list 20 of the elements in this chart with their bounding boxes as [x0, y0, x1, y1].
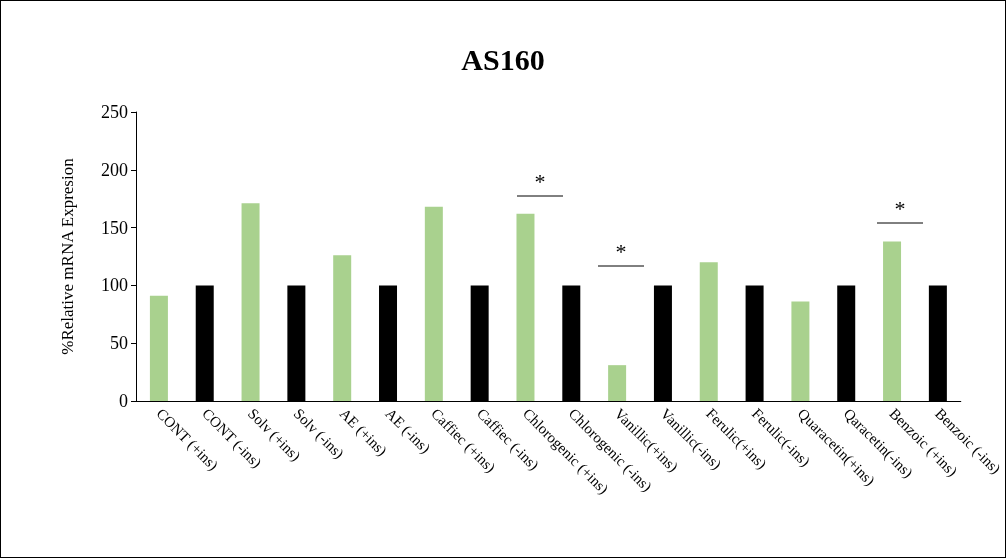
y-tick-label: 150: [101, 217, 128, 238]
annotation: *: [615, 238, 627, 264]
y-tick-label: 50: [110, 333, 128, 354]
chart-title: AS160: [461, 42, 545, 76]
y-axis-title: %Relative mRNA Expresion: [58, 157, 77, 355]
bar: [424, 206, 443, 401]
y-tick-label: 0: [119, 391, 128, 411]
bar: [149, 295, 168, 401]
bar: [241, 203, 260, 401]
bar: [883, 241, 902, 401]
y-tick-label: 250: [101, 102, 128, 122]
bar: [699, 262, 718, 401]
y-tick-label: 100: [101, 275, 128, 296]
annotation: *: [534, 168, 546, 194]
annotation: *: [894, 195, 906, 221]
y-tick-label: 200: [101, 159, 128, 180]
bar: [608, 365, 627, 401]
bar: [791, 301, 810, 401]
bar: [516, 213, 535, 401]
bar: [333, 255, 352, 401]
